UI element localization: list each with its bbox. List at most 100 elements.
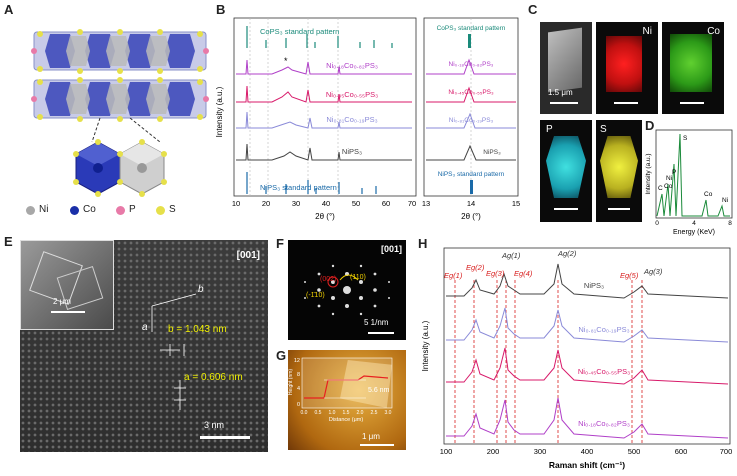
raman-xtick-500: 500 (628, 447, 641, 456)
zoom-ni081 (426, 112, 516, 129)
eds-peak-s: S (683, 135, 688, 142)
zoom-xtick-13: 13 (422, 199, 430, 208)
legend-co-dot (70, 206, 79, 215)
xrd-label-ni018: Ni₀.₁₈Co₀.₈₂PS₃ (326, 61, 378, 70)
afm-xtick-10: 1.0 (329, 410, 336, 416)
xrd-main-plot: * CoPS₃ standard pattern Ni₀.₁₈Co₀.₈₂PS₃… (215, 17, 417, 221)
afm-xtick-05: 0.5 (315, 410, 322, 416)
hrtem-scale-bar (200, 436, 250, 439)
raman-label-ni045: Ni₀.₄₅Co₀.₅₅PS₃ (578, 367, 630, 376)
saed-spot-002: (002) (320, 276, 337, 283)
copss-std-sticks (246, 26, 393, 48)
xrd-xtick-60: 60 (382, 199, 390, 208)
eds-ylabel: Intensity (a.u.) (645, 153, 652, 194)
eds-peak-ni2: Ni (722, 197, 728, 204)
legend-ni-dot (26, 206, 35, 215)
zoom-ni018 (426, 58, 516, 75)
raman-ylabel: Intensity (a.u.) (421, 320, 430, 371)
eds-peak-co: Co (664, 183, 673, 190)
co-map: Co (662, 22, 724, 114)
eds-peak-p: P (672, 169, 676, 176)
zoom-label-ni018: Ni₀.₁₈Co₀.₈₂PS₃ (449, 61, 494, 68)
lattice-a-label: a = 0.606 nm (184, 372, 243, 383)
legend-co-label: Co (83, 204, 96, 215)
zoom-nips3 (426, 144, 516, 161)
eds-peak-ni: Ni (666, 175, 672, 182)
afm-height-profile: 12 8 4 0 0.0 0.5 1.0 1.5 2.0 2.5 3.0 Dis… (288, 357, 393, 423)
raman-mode-ag2: Ag(2) (557, 249, 577, 258)
saed-scale-label: 5 1/nm (364, 318, 389, 327)
xrd-ni081 (236, 111, 412, 129)
zoom-label-nips3: NiPS₃ (483, 149, 501, 156)
p-map-label: P (546, 124, 553, 135)
raman-xtick-300: 300 (534, 447, 547, 456)
raman-nips3 (446, 263, 729, 299)
raman-xtick-400: 400 (581, 447, 594, 456)
legend-s-label: S (169, 204, 176, 215)
eds-peak-c: C (658, 185, 663, 192)
raman-label-nips3: NiPS₃ (584, 281, 604, 290)
afm-ytick-0: 0 (297, 402, 300, 408)
saed-spots (304, 264, 390, 316)
atom-legend: Ni Co P S (18, 203, 218, 219)
crystal-structure-diagram (31, 29, 209, 197)
zoom-copss-stick (468, 34, 471, 48)
legend-ni-label: Ni (39, 204, 49, 215)
raman-xlabel: Raman shift (cm⁻¹) (549, 460, 625, 470)
zoom-xtick-14: 14 (467, 199, 475, 208)
saed-zone: [001] (380, 244, 402, 254)
panel-b-letter: B (216, 2, 226, 17)
p-map: P (540, 120, 592, 222)
afm-ytick-8: 8 (297, 372, 300, 378)
hrtem-scale-label: 3 nm (204, 420, 225, 430)
sem-inset: 2 μm (20, 240, 114, 330)
sem-scale-label: 1.5 μm (548, 88, 573, 97)
eds-trace (656, 133, 730, 217)
afm-scale-label: 1 μm (362, 432, 380, 441)
panel-g-letter: G (276, 348, 287, 363)
xrd-nips3 (236, 143, 412, 161)
zoom-label-ni045: Ni₀.₄₅Co₀.₅₅PS₃ (448, 89, 494, 96)
legend-p-dot (116, 206, 125, 215)
eds-xlabel: Energy (KeV) (673, 229, 715, 236)
zoom-nips-stick (470, 180, 473, 194)
raman-ni018 (446, 397, 729, 439)
s-map: S (596, 120, 642, 222)
eds-spectrum: C Ni Co P S Co Ni 0 4 8 Energy (KeV) Int… (645, 129, 733, 236)
lattice-b-label: b = 1.043 nm (168, 324, 227, 335)
raman-mode-eg3: Eg(3) (486, 269, 505, 278)
inset-scale-bar (51, 311, 85, 313)
raman-mode-ag3: Ag(3) (643, 267, 663, 276)
raman-xtick-200: 200 (487, 447, 500, 456)
hrtem-zone: [001] (236, 250, 260, 261)
panel-c-letter: C (528, 2, 538, 17)
eds-peak-co2: Co (704, 191, 713, 198)
sem-image: 1.5 μm (540, 22, 592, 114)
legend-s-dot (156, 206, 165, 215)
zoom-label-ni081: Ni₀.₈₁Co₀.₁₉PS₃ (449, 117, 494, 124)
afm-ytick-12: 12 (294, 358, 300, 364)
panel-h-letter: H (418, 236, 428, 251)
afm-ytick-4: 4 (297, 386, 300, 392)
xrd-xtick-20: 20 (262, 199, 270, 208)
xrd-xtick-50: 50 (352, 199, 360, 208)
saed-spot-m110: (-1̄10) (306, 292, 325, 299)
xrd-label-copss-std: CoPS₃ standard pattern (260, 27, 339, 36)
inset-scale-label: 2 μm (53, 297, 71, 306)
raman-xtick-700: 700 (720, 447, 733, 456)
zoom-label-nips-std: NiPS₃ standard pattern (438, 171, 505, 178)
xrd-ni045 (236, 85, 412, 103)
xrd-label-ni081: Ni₀.₈₁Co₀.₁₉PS₃ (326, 115, 377, 124)
ni-map: Ni (596, 22, 658, 114)
xrd-xtick-40: 40 (322, 199, 330, 208)
zoom-xtick-15: 15 (512, 199, 520, 208)
panel-d-letter: D (645, 118, 655, 133)
xrd-xlabel: 2θ (°) (315, 212, 335, 221)
raman-mode-eg4: Eg(4) (514, 269, 533, 278)
raman-label-ni081: Ni₀.₈₁Co₀.₁₉PS₃ (578, 325, 629, 334)
eds-xtick-0: 0 (655, 220, 659, 227)
xrd-label-nips-std: NiPS₃ standard pattern (260, 183, 337, 192)
raman-xtick-600: 600 (675, 447, 688, 456)
saed-spot-110: (110) (350, 274, 366, 281)
afm-xtick-15: 1.5 (343, 410, 350, 416)
